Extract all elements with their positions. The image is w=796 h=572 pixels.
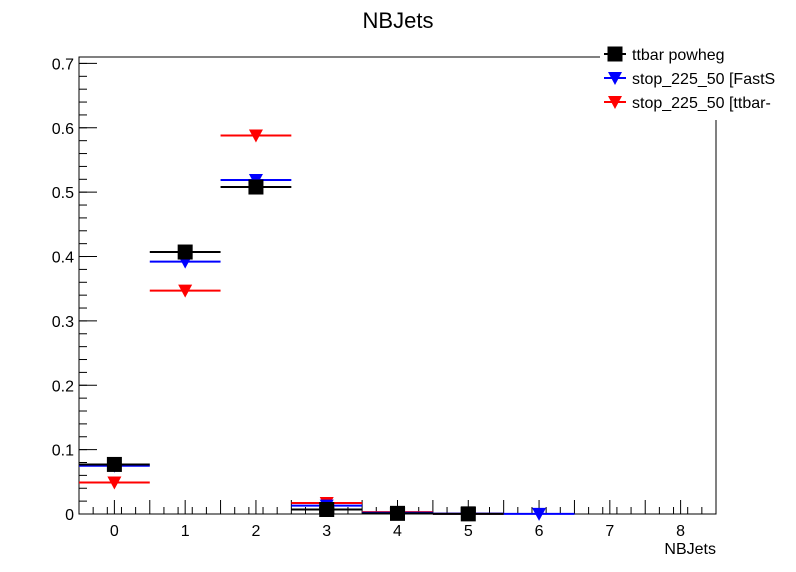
legend: ttbar powheg stop_225_50 [FastS stop_225_5… xyxy=(600,38,796,120)
data-point xyxy=(460,506,476,522)
legend-marker xyxy=(607,46,623,62)
legend-marker xyxy=(608,72,622,85)
data-point xyxy=(248,129,263,143)
legend-marker xyxy=(608,96,622,109)
data-point xyxy=(532,507,547,521)
data-point xyxy=(248,179,264,195)
legend-label: stop_225_50 [FastS xyxy=(632,71,775,88)
y-tick-label: 0 xyxy=(65,507,74,524)
x-tick-label: 0 xyxy=(110,523,119,540)
legend-box xyxy=(600,38,796,120)
plot-frame xyxy=(78,56,717,515)
data-point xyxy=(390,505,405,521)
x-tick-label: 7 xyxy=(605,523,614,540)
y-tick-label: 0.1 xyxy=(52,443,74,460)
series-2 xyxy=(79,173,575,521)
y-tick-label: 0.4 xyxy=(52,250,74,267)
x-tick-label: 1 xyxy=(181,523,190,540)
chart-title: NBJets xyxy=(363,8,434,33)
plot-area-border xyxy=(78,56,717,515)
series-1 xyxy=(79,179,504,522)
data-point xyxy=(319,501,335,517)
y-tick-label: 0.3 xyxy=(52,314,74,331)
legend-label: ttbar powheg xyxy=(632,47,725,64)
data-point xyxy=(178,284,193,298)
x-tick-label: 2 xyxy=(251,523,260,540)
y-tick-label: 0.2 xyxy=(52,378,74,395)
y-axis: 0 0.1 0.2 0.3 0.4 0.5 0.6 0.7 xyxy=(52,56,97,524)
data-point xyxy=(177,244,193,260)
y-tick-label: 0.7 xyxy=(52,56,74,73)
x-tick-label: 8 xyxy=(676,523,685,540)
data-point xyxy=(106,456,122,472)
data-point xyxy=(107,476,122,490)
x-tick-label: 5 xyxy=(464,523,473,540)
x-axis-title: NBJets xyxy=(664,541,716,558)
x-tick-label: 6 xyxy=(535,523,544,540)
y-tick-label: 0.6 xyxy=(52,121,74,138)
legend-label: stop_225_50 [ttbar- xyxy=(632,95,771,112)
series-layer xyxy=(79,129,575,522)
x-tick-label: 3 xyxy=(322,523,331,540)
y-tick-label: 0.5 xyxy=(52,185,74,202)
x-tick-label: 4 xyxy=(393,523,402,540)
series-3 xyxy=(79,129,504,521)
